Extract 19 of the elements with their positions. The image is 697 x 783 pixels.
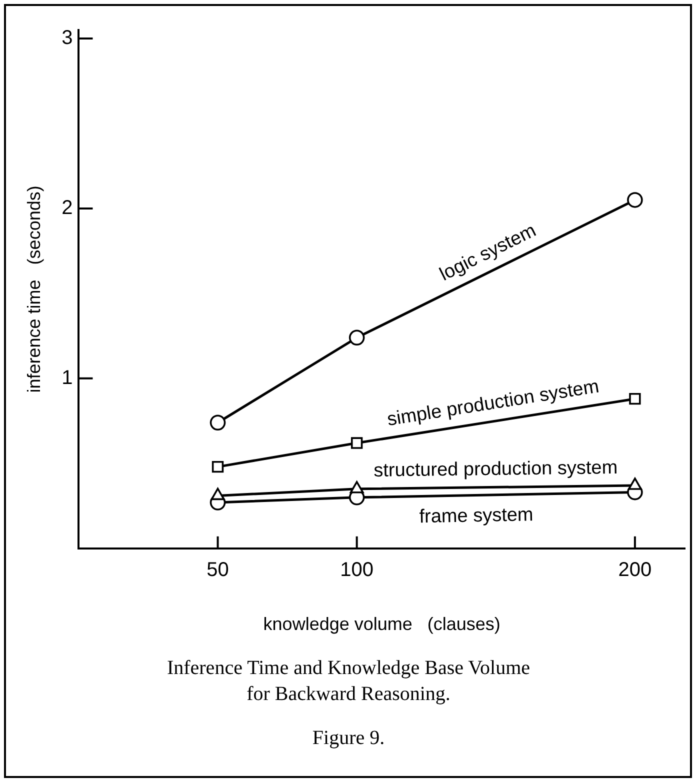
caption: Figure 9. [311,726,386,751]
point [350,437,363,449]
point [210,414,226,431]
point [212,460,224,473]
x-tick-label: 200 [618,558,652,581]
point [348,330,365,346]
x-tick-label: 100 [340,558,374,581]
text: Inference Time and Knowledge Base Volume for Backward Reasoning. [166,656,532,707]
x-tick-label: 50 [206,558,229,581]
x-axis-title: knowledge volume (clauses) [263,614,500,634]
y-tick-label: 3 [62,27,73,50]
y-axis-title: inference time (seconds) [24,186,44,393]
series-label: structured production system [374,457,618,482]
y-tick-label: 2 [62,196,73,219]
point [629,392,641,405]
text: simple production system [386,376,601,431]
series-label: frame system [419,504,534,528]
y-tick-label: 1 [62,366,73,389]
point [627,192,643,208]
